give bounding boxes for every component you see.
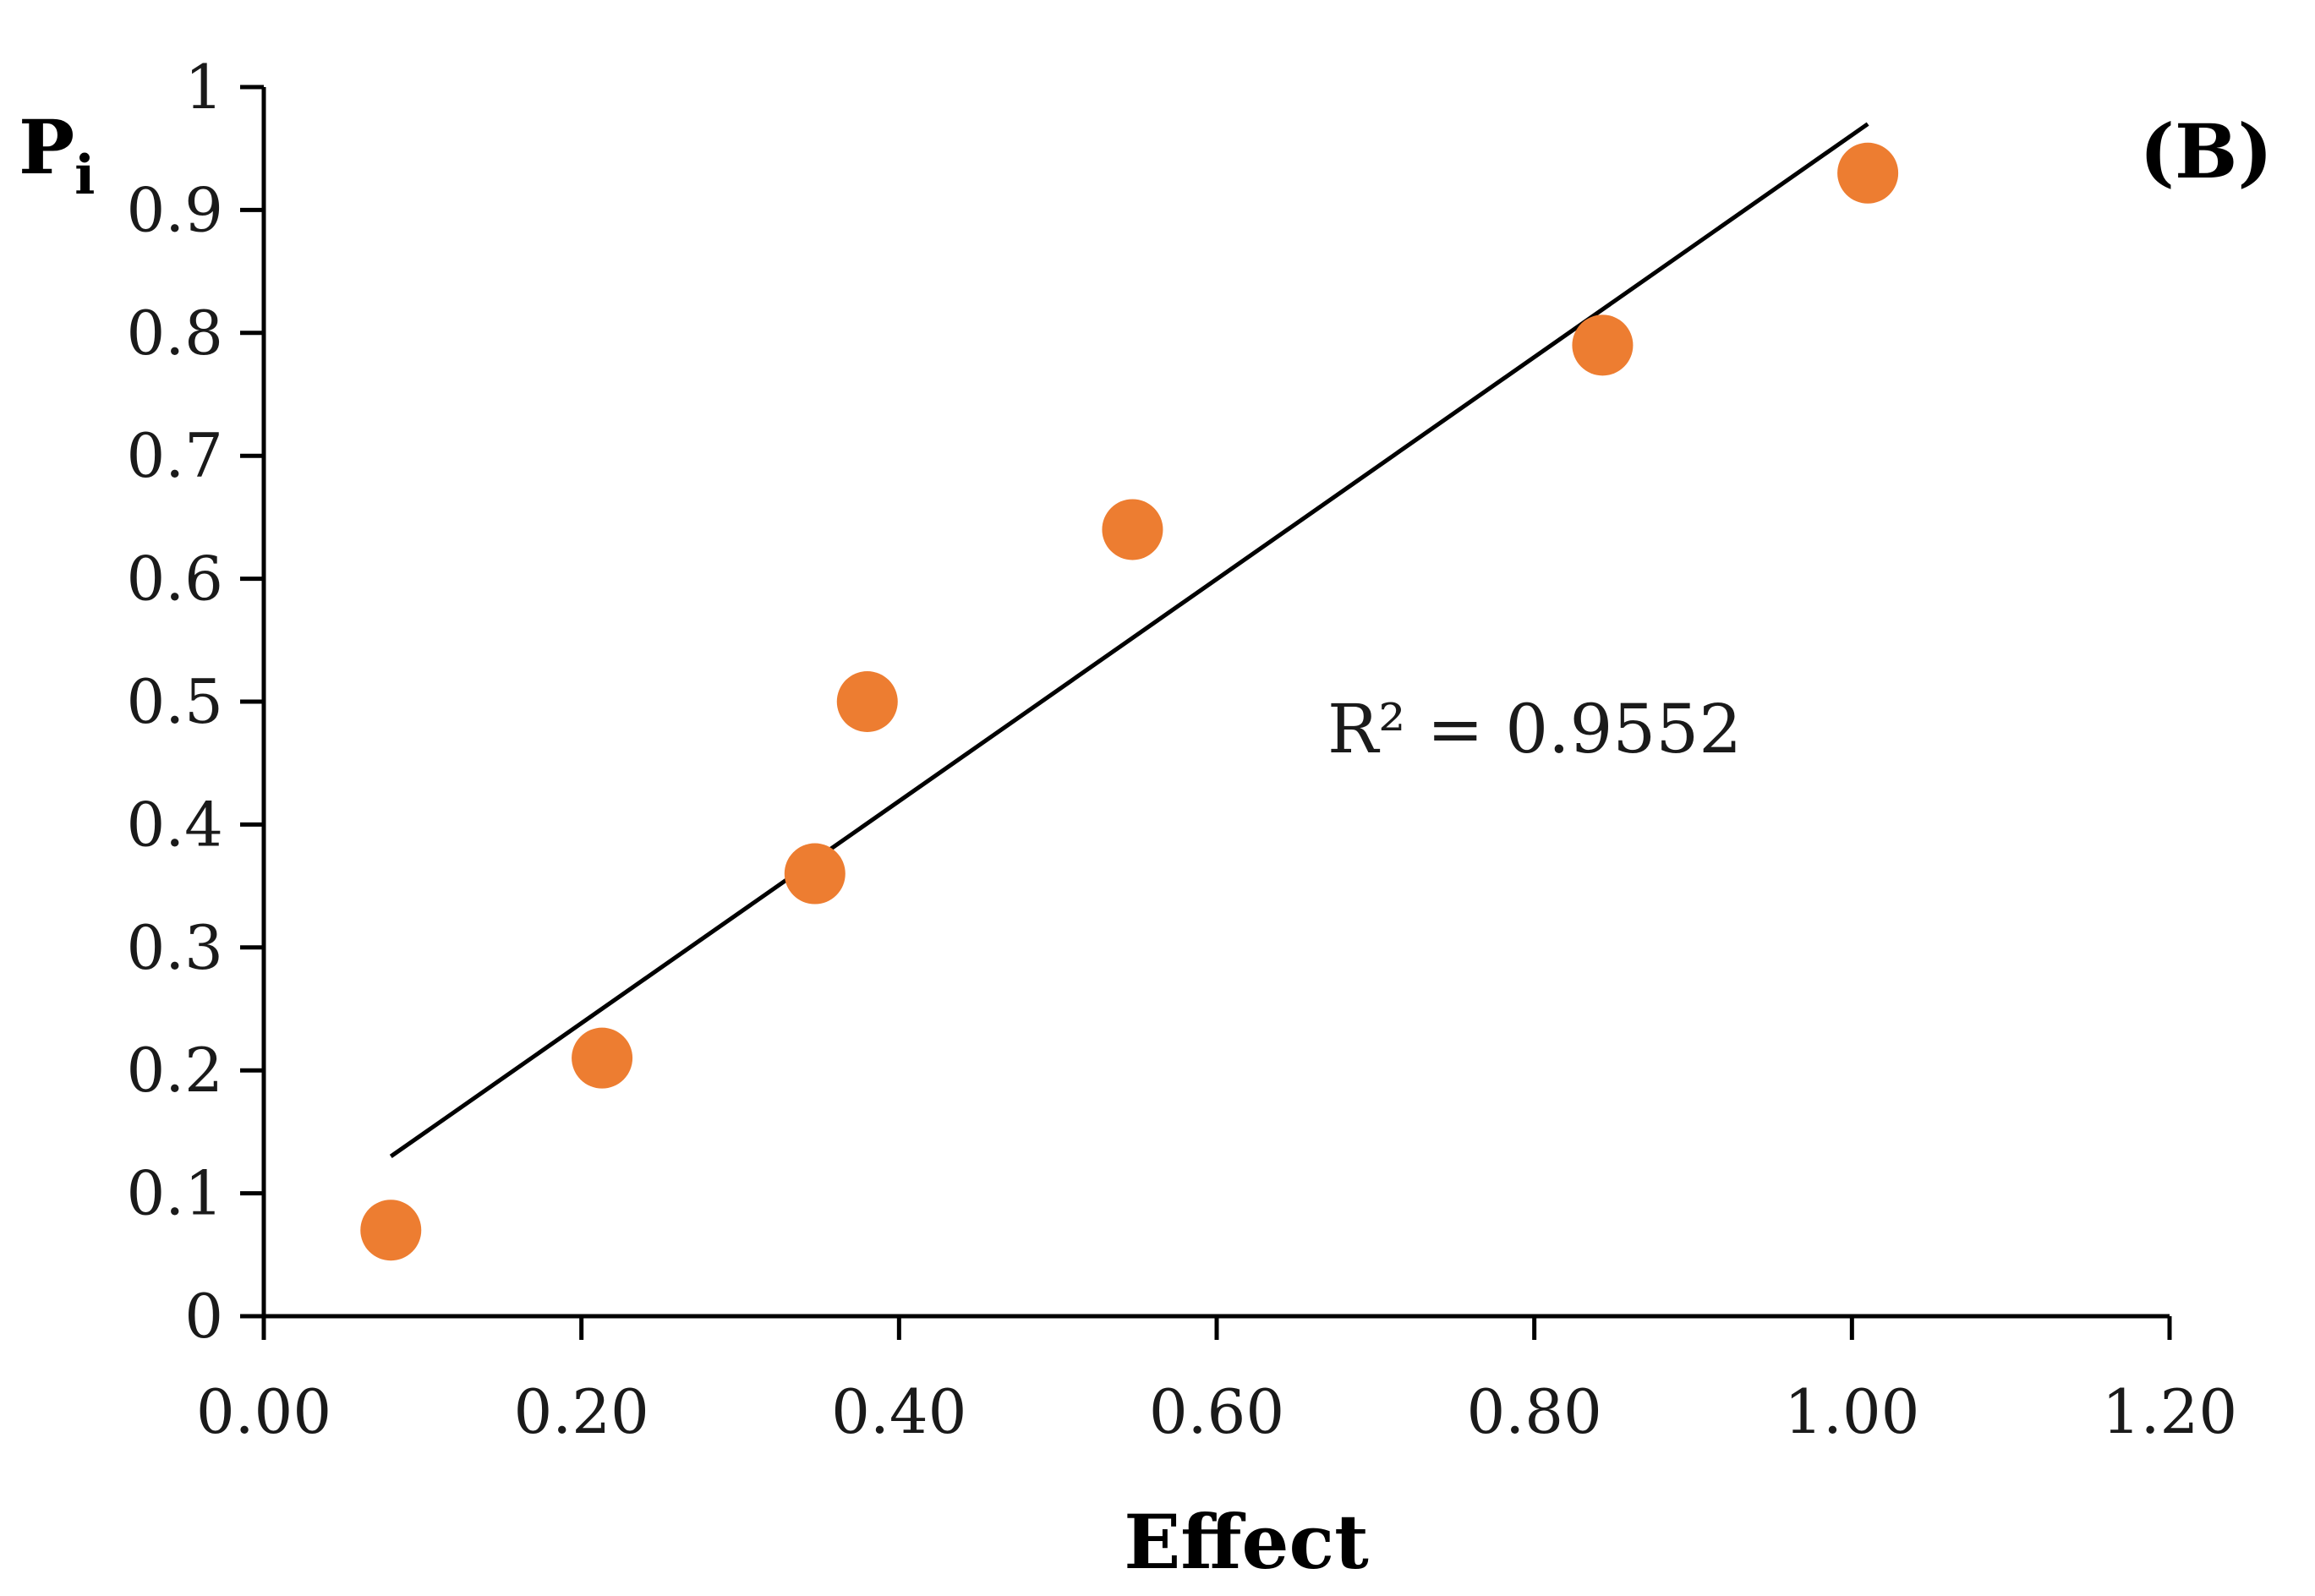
- y-tick-label: 0.6: [126, 544, 223, 615]
- r-squared-annotation: R² = 0.9552: [1327, 690, 1742, 768]
- data-point: [360, 1200, 422, 1261]
- y-tick-label: 0.2: [126, 1035, 223, 1106]
- x-tick-label: 0.60: [1149, 1376, 1284, 1447]
- data-point: [1572, 314, 1634, 376]
- y-axis-title-subscript: i: [74, 144, 95, 207]
- data-point: [836, 671, 898, 732]
- trendline-group: [389, 122, 1869, 1159]
- y-tick-label: 0.1: [126, 1158, 223, 1229]
- y-tick-label: 0.3: [126, 912, 223, 983]
- data-point: [784, 843, 846, 905]
- x-tick-label: 0.00: [196, 1376, 331, 1447]
- x-tick-label: 0.40: [831, 1376, 966, 1447]
- y-tick-label: 0: [184, 1281, 223, 1352]
- x-tick-label: 0.20: [514, 1376, 649, 1447]
- y-ticks: 0 0.1 0.2 0.3 0.4 0.5 0.6 0.7 0.8 0.9 1: [126, 52, 264, 1352]
- y-tick-label: 0.9: [126, 174, 223, 245]
- y-tick-label: 0.8: [126, 298, 223, 369]
- data-point: [1837, 142, 1899, 204]
- y-tick-label: 0.4: [126, 789, 223, 860]
- data-point: [1102, 499, 1163, 560]
- y-tick-label: 0.7: [126, 420, 223, 491]
- data-point: [572, 1027, 633, 1089]
- x-axis-title: Effect: [1124, 1498, 1369, 1586]
- x-ticks: 0.00 0.20 0.40 0.60 0.80 1.00 1.20: [196, 1316, 2237, 1447]
- y-tick-label: 0.5: [126, 666, 223, 737]
- axes: [261, 87, 2170, 1319]
- data-points: [360, 142, 1899, 1261]
- panel-label: (B): [2139, 107, 2273, 195]
- x-tick-label: 0.80: [1467, 1376, 1602, 1447]
- x-tick-label: 1.00: [1784, 1376, 1919, 1447]
- y-tick-label: 1: [184, 52, 223, 123]
- x-tick-label: 1.20: [2102, 1376, 2237, 1447]
- y-axis-title: Pi: [19, 103, 95, 207]
- y-axis-title-main: P: [19, 103, 74, 191]
- trendline: [389, 122, 1869, 1159]
